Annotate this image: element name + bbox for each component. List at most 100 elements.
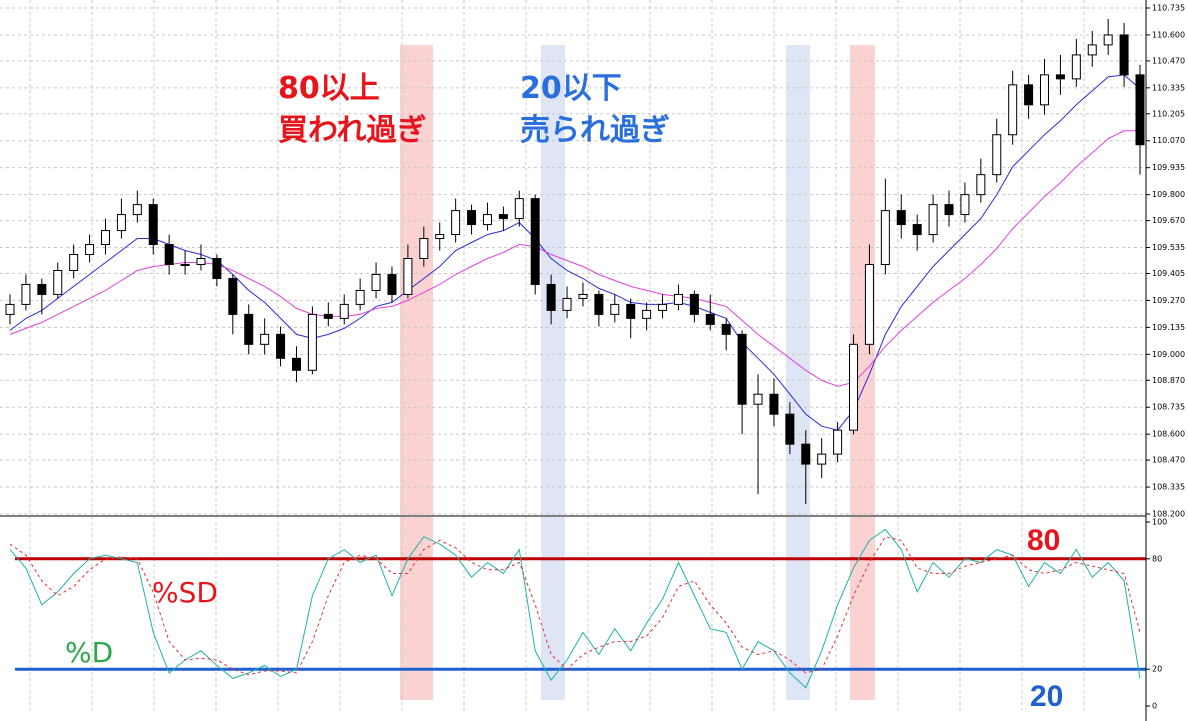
y-tick-label: 108.470	[1152, 456, 1185, 465]
candle-body	[498, 214, 508, 220]
series-label: %SD	[152, 576, 218, 609]
candle-body	[769, 393, 779, 415]
candle-body	[355, 289, 365, 305]
y-tick-label: 109.000	[1152, 350, 1185, 359]
candle-body	[1071, 54, 1081, 80]
candle-body	[610, 303, 620, 315]
annotation: 80以上	[278, 71, 380, 106]
y-tick-label: 108.335	[1152, 483, 1185, 492]
candle-body	[689, 293, 699, 315]
candle-body	[737, 333, 747, 405]
candle-body	[833, 429, 843, 455]
y-tick-label: 110.470	[1152, 56, 1185, 65]
y-tick-label: 108.200	[1152, 510, 1185, 519]
candle-body	[291, 357, 301, 371]
candle-body	[403, 258, 413, 295]
candle-body	[21, 283, 31, 305]
y-tick-label: 109.405	[1152, 269, 1185, 278]
plot	[5, 18, 1146, 689]
candle-body	[785, 413, 795, 445]
candle-body	[228, 277, 238, 315]
annotation: 20以下	[520, 71, 622, 106]
candle-body	[1103, 34, 1113, 46]
series-line	[9, 74, 1141, 431]
candle-body	[244, 313, 254, 345]
candle-body	[1040, 74, 1050, 106]
candle-body	[1024, 84, 1034, 106]
series-line	[9, 130, 1140, 387]
y-tick-label: 80	[1152, 554, 1162, 563]
candle-body	[69, 254, 79, 271]
candle-body	[132, 204, 142, 216]
oversold-highlight	[786, 45, 810, 700]
candle-body	[880, 210, 890, 265]
annotation: 売られ過ぎ	[520, 113, 670, 148]
y-tick-label: 110.205	[1152, 109, 1185, 118]
y-tick-label: 110.600	[1152, 30, 1185, 39]
y-tick-label: 100	[1152, 518, 1167, 527]
candle-body	[992, 134, 1002, 176]
candle-body	[753, 393, 763, 405]
candle-body	[148, 204, 158, 246]
candle-body	[801, 443, 811, 465]
candle-body	[673, 293, 683, 305]
candle-body	[1119, 34, 1129, 76]
annotation: 買われ過ぎ	[278, 113, 427, 148]
overbought-highlight	[400, 45, 433, 700]
candle-body	[1008, 84, 1018, 136]
candle-body	[419, 238, 429, 260]
candle-body	[53, 269, 63, 295]
candle-body	[85, 244, 95, 256]
candle-body	[1055, 74, 1065, 80]
candle-body	[387, 273, 397, 295]
candle-body	[116, 214, 126, 232]
y-tick-label: 110.070	[1152, 136, 1185, 145]
level-label: 80	[1027, 524, 1060, 557]
candle-body	[212, 258, 222, 279]
y-tick-label: 109.135	[1152, 323, 1185, 332]
candle-body	[100, 230, 110, 246]
y-tick-label: 108.735	[1152, 403, 1185, 412]
candle-body	[1087, 44, 1097, 56]
candle-body	[546, 283, 556, 311]
y-tick-label: 110.335	[1152, 83, 1185, 92]
candle-body	[578, 293, 588, 299]
candle-body	[196, 258, 206, 265]
y-tick-label: 109.935	[1152, 163, 1185, 172]
y-tick-label: 110.735	[1152, 4, 1185, 13]
series-label: %D	[65, 636, 113, 669]
candle-body	[276, 333, 286, 359]
candle-body	[323, 313, 333, 319]
y-tick-label: 109.535	[1152, 243, 1185, 252]
y-tick-label: 0	[1152, 702, 1157, 711]
candle-body	[944, 204, 954, 216]
candle-body	[896, 210, 906, 226]
candle-body	[5, 303, 15, 315]
candle-body	[849, 343, 859, 431]
candle-body	[658, 303, 668, 311]
y-tick-label: 20	[1152, 665, 1162, 674]
level-label: 20	[1030, 680, 1063, 713]
candle-body	[37, 283, 47, 295]
candle-body	[626, 303, 636, 319]
candle-body	[594, 293, 604, 315]
candle-body	[514, 198, 524, 220]
candle-body	[260, 333, 270, 345]
candle-body	[562, 297, 572, 311]
y-tick-label: 109.800	[1152, 190, 1185, 199]
candle-body	[482, 214, 492, 226]
series-line	[9, 528, 1141, 689]
y-tick-label: 109.670	[1152, 216, 1185, 225]
candle-body	[1135, 74, 1145, 146]
candle-body	[307, 313, 317, 371]
candle-body	[864, 263, 874, 345]
candle-body	[451, 210, 461, 236]
candle-body	[164, 244, 174, 265]
candle-body	[928, 204, 938, 236]
oversold-highlight	[541, 45, 565, 700]
candle-body	[180, 263, 190, 266]
candle-body	[976, 174, 986, 196]
candle-body	[339, 303, 349, 319]
series-line	[9, 536, 1141, 676]
candle-body	[435, 234, 445, 240]
